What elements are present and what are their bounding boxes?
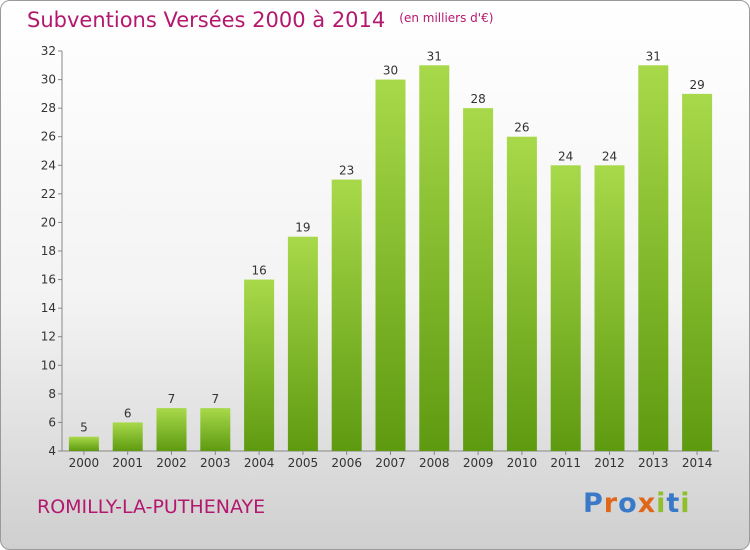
logo-letter: i — [680, 488, 691, 519]
logo-letter: i — [656, 488, 667, 519]
bar — [594, 165, 625, 452]
x-tick-label: 2003 — [200, 456, 231, 470]
x-tick-label: 2009 — [463, 456, 494, 470]
bar — [375, 79, 406, 452]
data-label: 7 — [168, 392, 176, 406]
data-label: 28 — [470, 92, 485, 106]
x-tick-label: 2013 — [638, 456, 669, 470]
logo-letter: r — [603, 488, 619, 519]
y-tick-label: 12 — [41, 330, 56, 344]
logo-letter: x — [637, 488, 657, 519]
x-tick-label: 2011 — [550, 456, 581, 470]
y-tick-label: 6 — [48, 415, 56, 429]
proxiti-logo: Proxiti — [583, 488, 691, 519]
data-label: 7 — [211, 392, 219, 406]
data-label: 31 — [646, 49, 661, 63]
bar — [331, 179, 362, 452]
y-tick-label: 10 — [41, 358, 56, 372]
data-label: 19 — [295, 221, 310, 235]
y-tick-label: 28 — [41, 101, 56, 115]
bar — [419, 65, 450, 452]
y-tick-label: 18 — [41, 244, 56, 258]
data-label: 24 — [602, 149, 617, 163]
data-label: 5 — [80, 421, 88, 435]
chart-title: Subventions Versées 2000 à 2014 (en milli… — [27, 8, 493, 32]
bar — [244, 279, 275, 451]
y-tick-label: 14 — [41, 301, 56, 315]
chart-title-text: Subventions Versées 2000 à 2014 — [27, 8, 386, 32]
x-tick-label: 2010 — [507, 456, 538, 470]
y-tick-label: 22 — [41, 187, 56, 201]
x-tick-label: 2004 — [244, 456, 275, 470]
x-tick-label: 2006 — [331, 456, 362, 470]
y-tick-label: 20 — [41, 215, 56, 229]
y-tick-label: 4 — [48, 444, 56, 458]
x-tick-label: 2001 — [112, 456, 143, 470]
x-tick-label: 2005 — [288, 456, 319, 470]
data-label: 30 — [383, 64, 398, 78]
logo-letter: t — [666, 488, 681, 519]
bar — [200, 408, 231, 451]
x-tick-label: 2008 — [419, 456, 450, 470]
data-label: 31 — [427, 49, 442, 63]
y-tick-label: 32 — [41, 44, 56, 58]
data-label: 23 — [339, 164, 354, 178]
x-tick-label: 2012 — [594, 456, 625, 470]
bar — [156, 408, 187, 451]
y-tick-label: 26 — [41, 130, 56, 144]
y-tick-label: 30 — [41, 73, 56, 87]
bar — [68, 436, 99, 451]
x-tick-label: 2014 — [682, 456, 713, 470]
logo-letter: P — [583, 488, 604, 519]
chart-unit: (en milliers d'€) — [399, 11, 494, 25]
data-label: 29 — [689, 78, 704, 92]
x-tick-label: 2000 — [69, 456, 100, 470]
bar — [550, 165, 581, 452]
bar — [682, 93, 713, 451]
y-tick-label: 16 — [41, 273, 56, 287]
bar — [506, 136, 537, 451]
commune-name: ROMILLY-LA-PUTHENAYE — [37, 496, 266, 518]
x-tick-label: 2007 — [375, 456, 406, 470]
y-tick-label: 24 — [41, 158, 56, 172]
y-tick-label: 8 — [48, 387, 56, 401]
x-tick-label: 2002 — [156, 456, 187, 470]
bar — [287, 236, 318, 451]
bar — [112, 422, 143, 451]
bar — [463, 108, 494, 452]
data-label: 24 — [558, 149, 573, 163]
bar — [638, 65, 669, 452]
logo-letter: o — [618, 488, 638, 519]
data-label: 6 — [124, 406, 132, 420]
data-label: 26 — [514, 121, 529, 135]
data-label: 16 — [251, 264, 266, 278]
